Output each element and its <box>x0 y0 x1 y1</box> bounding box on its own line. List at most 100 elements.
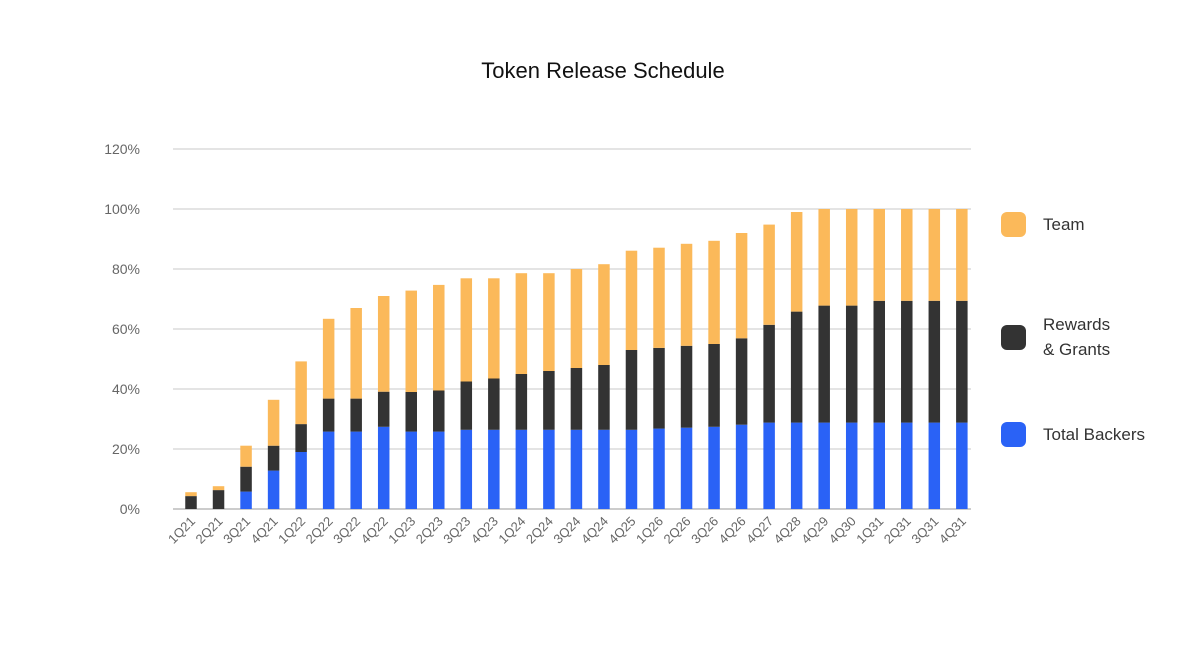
x-tick-label: 2Q22 <box>303 514 336 547</box>
x-tick-label: 4Q27 <box>743 514 776 547</box>
x-tick-label: 4Q23 <box>468 514 501 547</box>
x-tick-label: 1Q24 <box>495 514 528 547</box>
bar-segment-rewards-grants <box>653 347 665 429</box>
bar-segment-rewards-grants <box>185 496 197 509</box>
bar-segment-rewards-grants <box>873 300 885 423</box>
bar-segment-rewards-grants <box>543 371 555 430</box>
bar-segment-rewards-grants <box>735 338 748 425</box>
bar-segment-team <box>405 290 417 392</box>
bar-segment-total-backers <box>845 422 858 509</box>
bar-segment-team <box>267 399 280 446</box>
bar-segment-total-backers <box>570 429 583 509</box>
bar-segment-total-backers <box>377 426 390 509</box>
y-tick-label: 120% <box>104 141 140 157</box>
legend-label-line: Total Backers <box>1043 425 1146 444</box>
bar-segment-rewards-grants <box>488 378 500 430</box>
bar-segment-team <box>763 224 775 325</box>
bar-segment-team <box>653 247 665 348</box>
bar-segment-team <box>818 209 830 306</box>
bar-segment-team <box>735 233 748 339</box>
y-tick-label: 40% <box>112 381 140 397</box>
bar-segment-total-backers <box>543 429 555 509</box>
x-axis-ticks: 1Q212Q213Q214Q211Q222Q223Q224Q221Q232Q23… <box>165 514 969 547</box>
legend-swatch-rewards-grants <box>1001 324 1026 350</box>
bar-segment-total-backers <box>515 429 528 509</box>
bar-segment-team <box>680 243 693 346</box>
bar-segment-total-backers <box>818 422 830 509</box>
bar-segment-rewards-grants <box>405 392 417 432</box>
x-tick-label: 4Q25 <box>605 514 638 547</box>
bar-segment-team <box>295 361 307 425</box>
x-tick-label: 4Q26 <box>716 514 749 547</box>
bar-segment-team <box>570 269 583 368</box>
bar-segment-team <box>377 296 390 392</box>
x-tick-label: 4Q29 <box>798 514 831 547</box>
legend-label-line: Rewards <box>1043 315 1111 334</box>
bar-segment-total-backers <box>901 422 913 509</box>
x-tick-label: 4Q21 <box>248 514 281 547</box>
x-tick-label: 2Q23 <box>413 514 446 547</box>
bar-segment-total-backers <box>350 431 362 509</box>
bar-segment-team <box>790 212 803 312</box>
bar-segment-total-backers <box>928 422 941 509</box>
bar-segment-team <box>350 308 362 399</box>
bar-segment-total-backers <box>433 431 445 509</box>
bar-segment-rewards-grants <box>956 300 968 423</box>
bar-segment-rewards-grants <box>818 305 830 423</box>
bar-segment-total-backers <box>240 491 252 509</box>
bar-segment-total-backers <box>405 431 417 509</box>
bar-segment-total-backers <box>625 429 638 509</box>
y-tick-label: 60% <box>112 321 140 337</box>
bar-segment-team <box>901 209 913 301</box>
bar-segment-team <box>488 278 500 379</box>
x-tick-label: 4Q28 <box>771 514 804 547</box>
bar-segment-rewards-grants <box>625 350 638 430</box>
bar-segment-total-backers <box>708 426 720 509</box>
bar-segment-team <box>873 209 885 301</box>
bar-segment-total-backers <box>790 422 803 509</box>
bar-segment-team <box>460 278 473 382</box>
bar-segment-team <box>185 492 197 497</box>
bar-segment-rewards-grants <box>763 324 775 423</box>
bar-segment-total-backers <box>322 431 335 509</box>
x-tick-label: 2Q21 <box>193 514 226 547</box>
x-tick-label: 2Q24 <box>523 514 556 547</box>
x-tick-label: 1Q23 <box>385 514 418 547</box>
legend-item-rewards-grants: Rewards & Grants <box>1001 312 1191 362</box>
x-tick-label: 3Q24 <box>550 514 583 547</box>
bar-segment-total-backers <box>460 429 473 509</box>
bar-segment-rewards-grants <box>570 368 583 430</box>
x-tick-label: 3Q23 <box>440 514 473 547</box>
x-tick-label: 1Q21 <box>165 514 198 547</box>
bar-segment-rewards-grants <box>928 300 941 423</box>
legend-label-rewards-grants: Rewards & Grants <box>1043 312 1110 362</box>
x-tick-label: 4Q30 <box>826 514 859 547</box>
bar-segment-total-backers <box>763 422 775 509</box>
bar-segment-total-backers <box>735 424 748 509</box>
x-tick-label: 4Q22 <box>358 514 391 547</box>
x-tick-label: 1Q26 <box>633 514 666 547</box>
bar-segment-team <box>212 486 225 491</box>
legend-item-team: Team <box>1001 212 1191 237</box>
y-tick-label: 100% <box>104 201 140 217</box>
bar-segment-team <box>928 209 941 301</box>
bar-segment-team <box>543 273 555 371</box>
bar-segment-total-backers <box>680 427 693 509</box>
bar-segment-team <box>956 209 968 301</box>
bar-segment-team <box>322 318 335 399</box>
bar-segment-rewards-grants <box>433 390 445 432</box>
bar-segment-total-backers <box>956 422 968 509</box>
bar-segment-team <box>845 209 858 306</box>
bar-segment-total-backers <box>267 470 280 509</box>
bar-segment-rewards-grants <box>350 398 362 432</box>
bars <box>185 209 968 509</box>
x-tick-label: 4Q31 <box>936 514 969 547</box>
y-axis-ticks: 0% 20% 40% 60% 80% 100% 120% <box>104 141 140 517</box>
x-tick-label: 3Q26 <box>688 514 721 547</box>
bar-segment-rewards-grants <box>295 424 307 452</box>
x-tick-label: 3Q22 <box>330 514 363 547</box>
x-tick-label: 3Q31 <box>908 514 941 547</box>
bar-segment-team <box>625 250 638 350</box>
y-tick-label: 0% <box>120 501 140 517</box>
bar-segment-total-backers <box>598 429 610 509</box>
